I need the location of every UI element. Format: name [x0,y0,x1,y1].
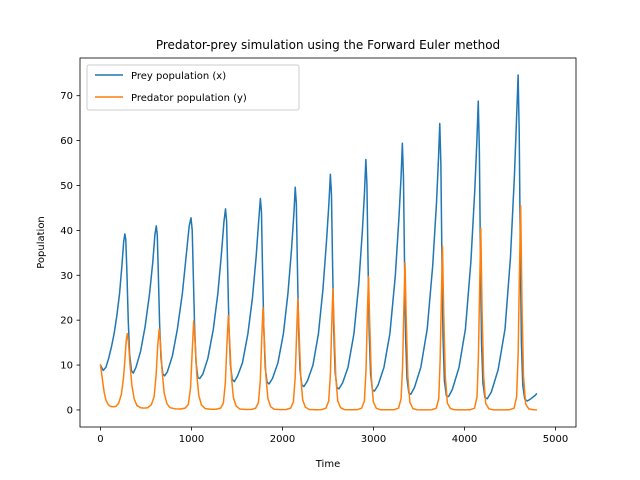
y-tick-label: 30 [60,271,73,282]
y-tick-label: 10 [60,361,73,372]
y-tick-label: 40 [60,226,73,237]
x-tick-label: 0 [97,434,103,445]
legend-label-prey: Prey population (x) [131,71,226,82]
x-axis-label: Time [315,459,340,470]
y-tick-label: 0 [67,405,73,416]
x-tick-label: 1000 [179,434,204,445]
legend-label-predator: Predator population (y) [131,93,247,104]
series-layer [99,74,538,411]
legend-box [86,64,300,111]
x-tick-label: 4000 [452,434,477,445]
y-tick-label: 50 [60,181,73,192]
x-axis: 0 1000 2000 3000 4000 5000 [97,427,568,445]
legend: Prey population (x) Predator population … [86,64,300,111]
chart-title: Predator-prey simulation using the Forwa… [156,38,500,52]
y-axis-label: Population [36,216,47,269]
y-tick-label: 20 [60,316,73,327]
plot-frame [79,57,577,428]
x-tick-label: 2000 [270,434,295,445]
x-tick-label: 3000 [361,434,386,445]
y-tick-label: 70 [60,91,73,102]
x-tick-label: 5000 [543,434,568,445]
predator-series-line [99,204,538,411]
y-tick-label: 60 [60,136,73,147]
y-axis: 0 10 20 30 40 50 60 70 [60,91,80,416]
